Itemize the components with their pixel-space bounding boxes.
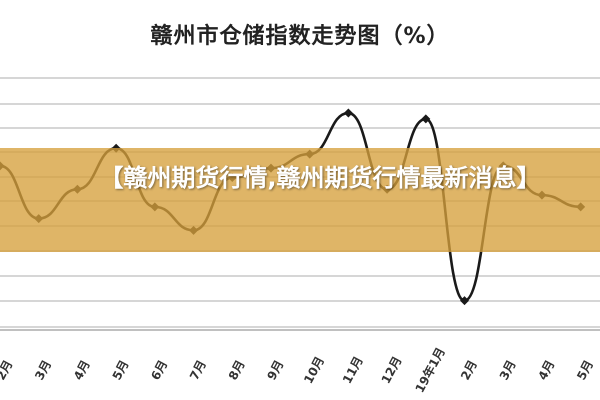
x-tick-label-2: 4月: [71, 358, 93, 383]
x-tick-label-0: 2月: [0, 358, 15, 383]
overlay-banner: [0, 148, 600, 252]
x-tick-label-12: 2月: [458, 358, 480, 383]
overlay-headline: 【赣州期货行情,赣州期货行情最新消息】: [99, 164, 541, 192]
x-tick-label-4: 6月: [148, 358, 170, 383]
x-tick-label-6: 8月: [226, 358, 248, 383]
x-tick-label-11: 19年1月: [412, 345, 448, 395]
x-tick-label-3: 5月: [110, 358, 132, 383]
data-point-9: [343, 108, 353, 118]
chart-title: 赣州市仓储指数走势图（%）: [150, 24, 450, 49]
x-tick-label-7: 9月: [264, 358, 286, 383]
data-point-11: [421, 114, 431, 124]
x-tick-label-9: 11月: [340, 354, 366, 386]
x-tick-label-1: 3月: [32, 358, 54, 383]
x-tick-label-15: 5月: [574, 358, 596, 383]
x-tick-label-10: 12月: [379, 354, 405, 386]
x-tick-label-14: 4月: [535, 358, 557, 383]
data-point-12: [460, 296, 470, 306]
x-tick-label-8: 10月: [301, 354, 327, 386]
x-tick-label-5: 7月: [187, 358, 209, 383]
x-tick-label-13: 3月: [497, 358, 519, 383]
